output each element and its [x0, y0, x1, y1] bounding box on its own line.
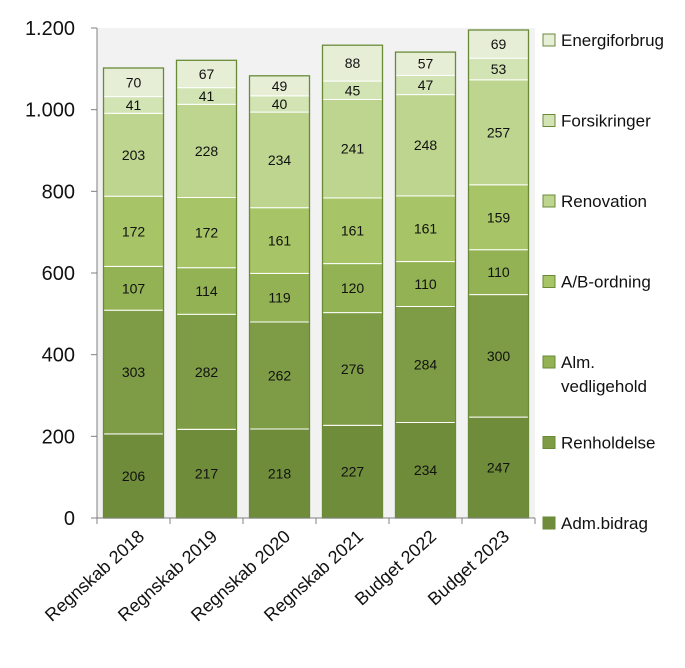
legend-label: Renovation — [561, 192, 647, 211]
legend-swatch — [542, 275, 556, 288]
y-tick-label: 200 — [42, 426, 75, 448]
data-label: 161 — [341, 223, 365, 239]
bar-segment — [249, 272, 310, 323]
data-label: 57 — [418, 56, 434, 72]
bar-segment — [395, 195, 456, 262]
data-label: 217 — [195, 466, 219, 482]
data-label: 110 — [487, 264, 510, 280]
data-label: 88 — [345, 55, 361, 71]
data-label: 218 — [268, 466, 292, 482]
data-label: 172 — [195, 225, 219, 241]
y-tick-label: 1.000 — [25, 100, 75, 122]
data-label: 114 — [195, 283, 218, 299]
bar-segment — [322, 44, 383, 82]
data-label: 69 — [491, 36, 507, 52]
legend-label: A/B-ordning — [561, 273, 651, 292]
y-axis: 0 200 400 600 800 1.000 1.200 — [25, 18, 97, 530]
data-label: 257 — [487, 124, 511, 140]
bar-segment — [103, 67, 164, 98]
bar-segment — [468, 294, 529, 418]
legend-label: Energiforbrug — [561, 31, 664, 50]
bar-segment — [103, 433, 164, 519]
legend-swatch — [542, 114, 556, 127]
legend-label: Renholdelse — [561, 434, 656, 453]
data-label: 161 — [268, 233, 292, 249]
data-label: 284 — [414, 357, 438, 373]
data-label-layer: 206 303 107 172 203 41 70 217 282 114 172 228 41 67 21… — [122, 36, 511, 484]
bar-segment — [468, 79, 529, 186]
plot-area — [97, 28, 535, 518]
bar-segment — [103, 195, 164, 267]
data-label: 161 — [414, 221, 438, 237]
data-label: 120 — [341, 280, 365, 296]
data-label: 49 — [272, 78, 288, 94]
data-label: 41 — [126, 97, 142, 113]
bar-segment — [249, 428, 310, 519]
data-label: 41 — [199, 88, 215, 104]
y-tick-label: 1.200 — [25, 18, 75, 40]
bar-segment — [322, 424, 383, 519]
bar-segment — [176, 197, 237, 269]
bar-segment — [176, 59, 237, 89]
data-label: 70 — [126, 74, 142, 90]
legend-swatch — [542, 194, 556, 208]
data-label: 206 — [122, 468, 146, 484]
data-label: 40 — [272, 96, 288, 112]
y-tick-label: 0 — [64, 508, 75, 530]
legend-swatch — [542, 355, 556, 369]
data-label: 110 — [414, 276, 437, 292]
bar-segment — [249, 321, 310, 430]
legend: Energiforbrug Forsikringer Renovation A/B-o… — [542, 31, 664, 533]
bar-segment — [468, 416, 529, 519]
y-tick-label: 600 — [42, 263, 75, 285]
legend-swatch — [542, 33, 556, 47]
data-label: 53 — [491, 61, 507, 77]
bar-segment — [176, 103, 237, 198]
data-label: 159 — [487, 209, 511, 225]
data-label: 45 — [345, 82, 361, 98]
bar-layer — [102, 29, 530, 519]
legend-swatch — [542, 516, 556, 530]
data-label: 248 — [414, 137, 438, 153]
data-label: 262 — [268, 368, 292, 384]
data-label: 247 — [487, 460, 511, 476]
bar-segment — [103, 112, 164, 197]
data-label: 282 — [195, 364, 219, 380]
data-label: 107 — [122, 280, 146, 296]
bar-segment — [468, 184, 529, 251]
legend-swatch — [542, 436, 556, 449]
data-label: 300 — [487, 348, 511, 364]
data-label: 241 — [341, 141, 365, 157]
data-label: 47 — [418, 77, 434, 93]
data-label: 227 — [341, 464, 365, 480]
data-label: 203 — [122, 147, 146, 163]
data-label: 303 — [122, 364, 146, 380]
legend-label: Forsikringer — [561, 112, 651, 131]
data-label: 276 — [341, 361, 365, 377]
bar-segment — [249, 207, 310, 274]
data-label: 172 — [122, 223, 146, 239]
data-label: 228 — [195, 143, 219, 159]
data-label: 119 — [268, 290, 291, 306]
bar-segment — [395, 261, 456, 308]
data-label: 234 — [268, 152, 292, 168]
legend-label: Adm.bidrag — [561, 514, 648, 533]
data-label: 67 — [199, 66, 215, 82]
bar-segment — [103, 266, 164, 311]
legend-label: Alm. vedligehold — [561, 353, 647, 396]
data-label: 234 — [414, 462, 438, 478]
bar-segment — [395, 306, 456, 423]
y-tick-label: 400 — [42, 345, 75, 367]
y-tick-label: 800 — [42, 181, 75, 203]
bar-segment — [395, 421, 456, 519]
